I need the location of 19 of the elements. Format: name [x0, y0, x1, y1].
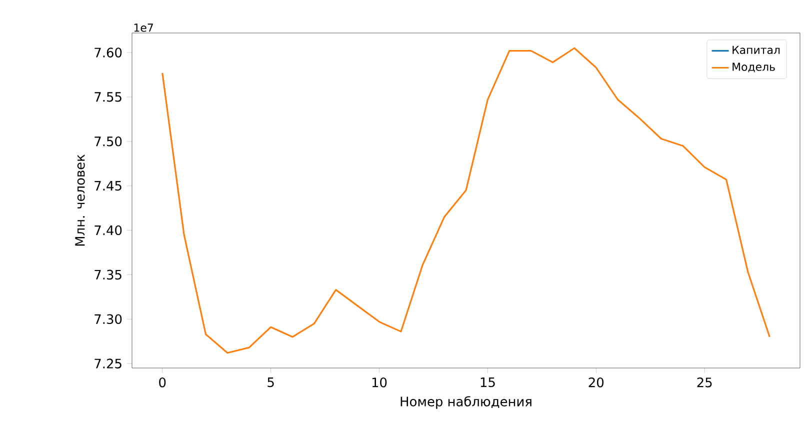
y-axis-title: Млн. человек [75, 154, 85, 246]
x-tick-label: 15 [480, 378, 495, 388]
y-tick-label: 7.60 [94, 48, 122, 58]
y-tick-label: 7.35 [94, 270, 122, 280]
legend-label: Капитал [732, 46, 780, 54]
text: 1e7 [134, 24, 153, 32]
y-tick-label: 7.55 [94, 92, 122, 102]
x-tick-label: 0 [159, 378, 166, 388]
legend-label: Модель [732, 62, 775, 72]
y-tick-label: 7.30 [94, 314, 122, 324]
x-tick-label: 10 [372, 378, 387, 388]
y-tick-label: 7.40 [94, 225, 122, 236]
y-tick-label: 7.45 [94, 181, 122, 191]
x-tick-label: 25 [697, 378, 712, 388]
y-tick-label: 7.50 [94, 136, 122, 146]
x-axis-title: Номер наблюдения [400, 396, 532, 409]
y-tick-label: 7.25 [94, 358, 122, 368]
x-tick-label: 5 [268, 378, 274, 388]
x-tick-label: 20 [588, 378, 604, 388]
